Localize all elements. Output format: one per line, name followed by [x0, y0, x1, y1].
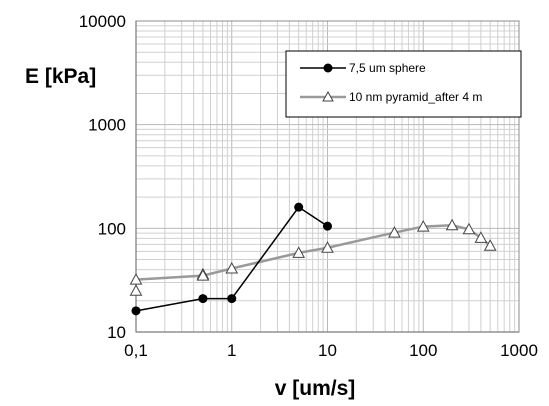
data-point-pyramid	[474, 231, 488, 243]
y-tick-label: 10000	[79, 12, 126, 31]
data-point-pyramid	[292, 246, 306, 258]
y-tick-label: 1000	[88, 116, 126, 135]
x-tick-label: 0,1	[124, 341, 148, 360]
legend-label-pyramid: 10 nm pyramid_after 4 m	[349, 90, 482, 104]
y-tick-label: 10	[107, 323, 126, 342]
x-axis-title: v [um/s]	[275, 377, 356, 400]
data-point-pyramid	[129, 284, 143, 296]
data-point-pyramid	[445, 218, 459, 231]
ticks-layer: 0,1 1 10 100 1000 10 100 1000 10000	[79, 12, 538, 360]
data-point-sphere	[131, 306, 141, 316]
y-tick-label: 100	[98, 219, 126, 238]
legend-box	[285, 50, 522, 118]
data-point-pyramid	[462, 222, 476, 235]
data-point-sphere	[294, 202, 304, 212]
legend-label-sphere: 7,5 um sphere	[349, 61, 426, 75]
legend-marker-sphere	[323, 63, 333, 73]
grid	[135, 21, 519, 333]
data-point-pyramid	[196, 269, 210, 281]
data-point-sphere	[198, 294, 208, 304]
data-point-pyramid	[321, 241, 334, 253]
x-tick-label: 10	[318, 341, 337, 360]
y-axis-title: E [kPa]	[25, 65, 96, 88]
data-point-pyramid	[483, 239, 497, 251]
data-point-pyramid	[388, 226, 401, 238]
x-tick-label: 100	[409, 341, 437, 360]
data-point-pyramid	[416, 220, 430, 232]
legend-marker-pyramid	[322, 90, 334, 102]
x-tick-label: 1	[227, 341, 236, 360]
data-point-sphere	[323, 221, 332, 231]
series-layer	[129, 202, 497, 316]
data-point-sphere	[227, 294, 237, 304]
data-point-pyramid	[129, 273, 143, 285]
data-point-pyramid	[225, 261, 239, 274]
legend: 7,5 um sphere 10 nm pyramid_after 4 m	[285, 50, 522, 118]
x-tick-label: 1000	[500, 341, 538, 360]
